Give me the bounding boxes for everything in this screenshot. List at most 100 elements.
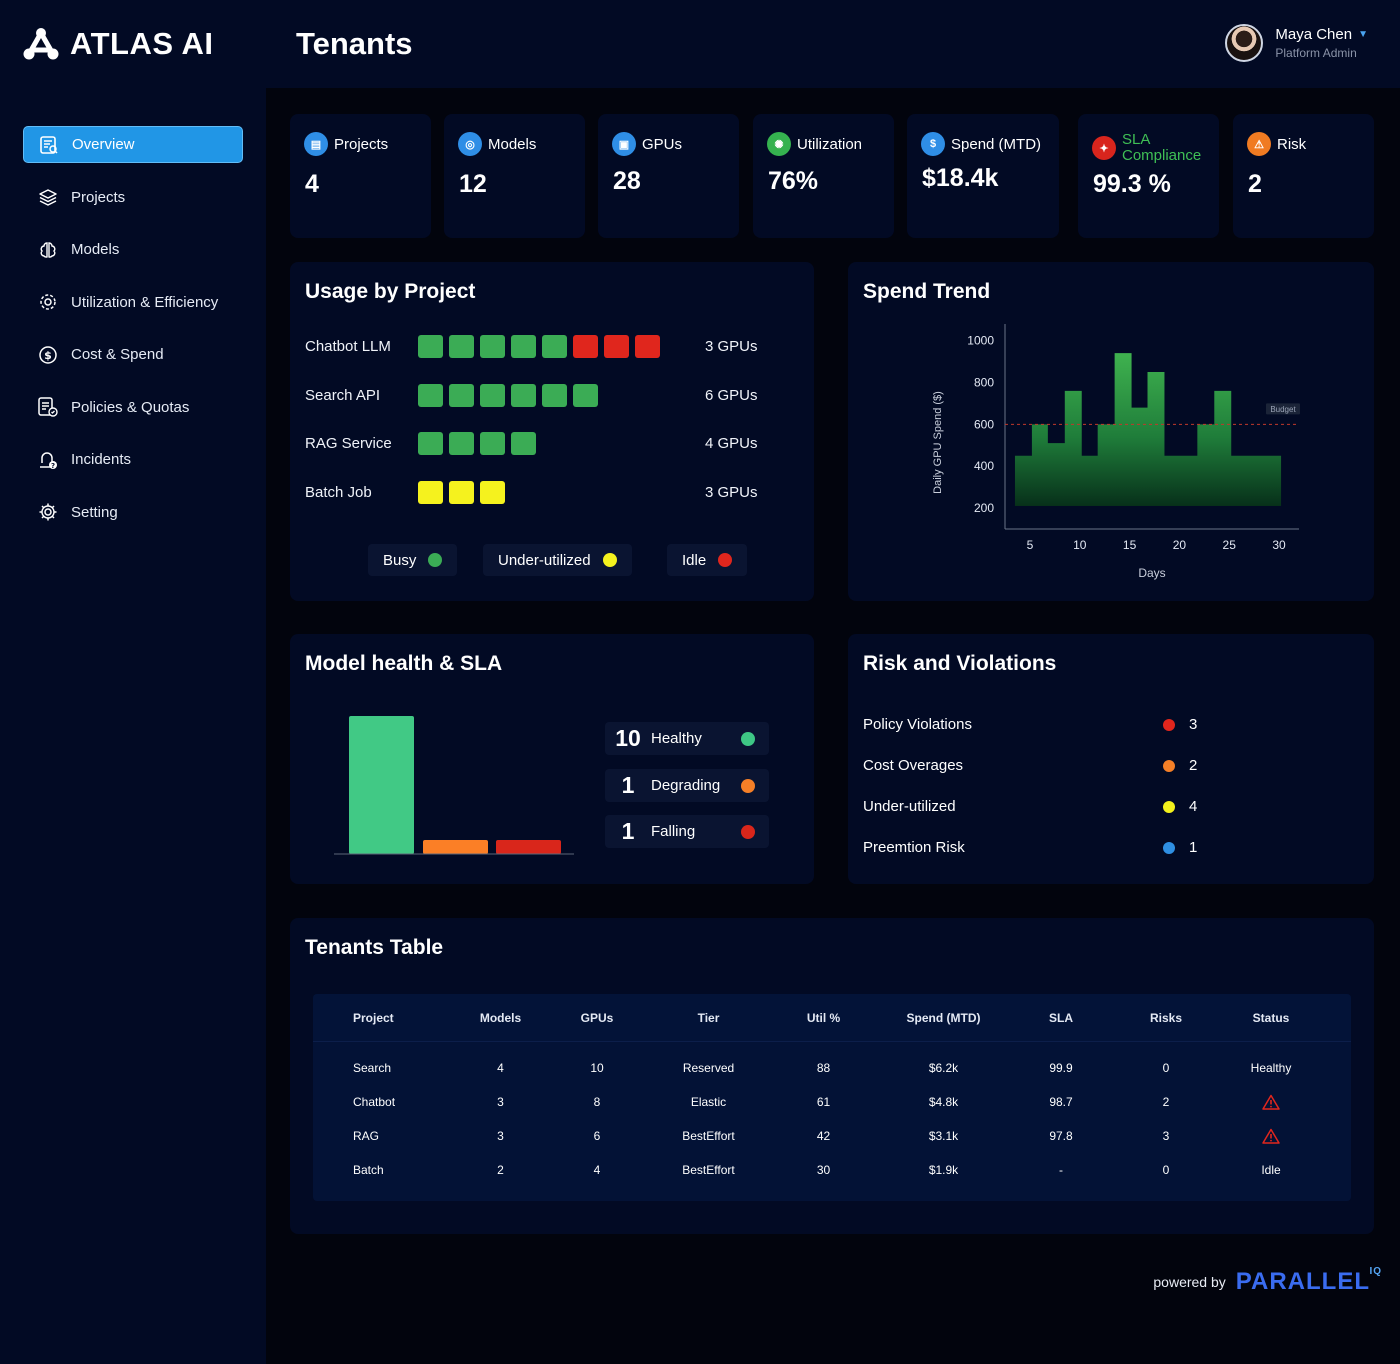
sidebar-item-incidents[interactable]: ? Incidents — [23, 441, 243, 478]
sidebar-item-projects[interactable]: Projects — [23, 179, 243, 216]
x-axis-label: Days — [1138, 566, 1165, 580]
risk-row-preemption[interactable]: Preemtion Risk 1 — [863, 839, 1203, 856]
gpu-block-busy[interactable] — [511, 335, 536, 358]
health-bar[interactable] — [423, 840, 488, 854]
gpu-block-busy[interactable] — [480, 384, 505, 407]
gpu-block-busy[interactable] — [480, 432, 505, 455]
column-header[interactable]: Tier — [697, 1010, 720, 1025]
table-cell: $3.1k — [928, 1129, 959, 1143]
health-item-healthy[interactable]: 10 Healthy — [605, 722, 769, 755]
health-bar[interactable] — [496, 840, 561, 854]
brand-name: PARALLEL — [1235, 1268, 1370, 1295]
gpu-blocks — [418, 384, 705, 407]
column-header[interactable]: SLA — [1049, 1010, 1073, 1025]
user-menu[interactable]: Maya Chen ▼ Platform Admin — [1225, 24, 1368, 62]
legend-idle[interactable]: Idle — [667, 544, 748, 576]
gpu-block-busy[interactable] — [542, 335, 567, 358]
sidebar-item-utilization[interactable]: Utilization & Efficiency — [23, 284, 243, 321]
gpu-block-idle[interactable] — [604, 335, 629, 358]
dollar-circle-icon: $ — [37, 344, 59, 366]
health-item-degrading[interactable]: 1 Degrading — [605, 769, 769, 802]
risk-row-cost[interactable]: Cost Overages 2 — [863, 757, 1203, 774]
risk-row-under-utilized[interactable]: Under-utilized 4 — [863, 798, 1203, 815]
gpu-block-busy[interactable] — [449, 432, 474, 455]
legend-label: Busy — [383, 551, 417, 569]
sidebar-item-overview[interactable]: Overview — [23, 126, 243, 163]
gpu-block-busy[interactable] — [542, 384, 567, 407]
gpu-block-idle[interactable] — [635, 335, 660, 358]
table-cell: BestEffort — [682, 1129, 735, 1143]
table-row[interactable]: RAG 3 6 BestEffort 42 $3.1k 97.8 3 — [313, 1119, 1351, 1153]
gear-icon — [37, 501, 59, 523]
table-cell: $4.8k — [928, 1095, 959, 1109]
health-bar[interactable] — [349, 716, 414, 854]
gpu-block-under[interactable] — [449, 481, 474, 504]
health-item-falling[interactable]: 1 Falling — [605, 815, 769, 848]
sidebar-item-label: Cost & Spend — [71, 346, 164, 363]
table-row[interactable]: Search 4 10 Reserved 88 $6.2k 99.9 0 Healthy — [313, 1051, 1351, 1085]
stat-card-sla[interactable]: ✦ SLA Compliance 99.3 % — [1078, 114, 1219, 238]
sidebar-item-policies[interactable]: Policies & Quotas — [23, 389, 243, 426]
table-cell: 42 — [816, 1129, 831, 1143]
stat-card-models[interactable]: ◎ Models 12 — [444, 114, 585, 238]
gpu-block-busy[interactable] — [449, 335, 474, 358]
stat-card-utilization[interactable]: ✺ Utilization 76% — [753, 114, 894, 238]
gpu-block-busy[interactable] — [418, 384, 443, 407]
column-header[interactable]: Spend (MTD) — [906, 1010, 981, 1025]
gpu-block-busy[interactable] — [418, 335, 443, 358]
gpu-block-busy[interactable] — [449, 384, 474, 407]
column-header[interactable]: Status — [1252, 1010, 1290, 1025]
risk-violations-card: Risk and Violations Policy Violations 3 … — [848, 634, 1374, 884]
usage-row[interactable]: RAG Service 4 GPUs — [305, 432, 758, 455]
dollar-icon: $ — [921, 132, 945, 156]
stat-card-gpus[interactable]: ▣ GPUs 28 — [598, 114, 739, 238]
column-header[interactable]: Risks — [1149, 1010, 1183, 1025]
legend-busy[interactable]: Busy — [368, 544, 458, 576]
table-row[interactable]: Chatbot 3 8 Elastic 61 $4.8k 98.7 2 — [313, 1085, 1351, 1119]
sidebar-item-setting[interactable]: Setting — [23, 494, 243, 531]
y-tick-label: 200 — [974, 501, 994, 515]
usage-row[interactable]: Search API 6 GPUs — [305, 384, 758, 407]
table-cell: Elastic — [690, 1095, 727, 1109]
stat-card-projects[interactable]: ▤ Projects 4 — [290, 114, 431, 238]
gpu-block-busy[interactable] — [480, 335, 505, 358]
table-row[interactable]: Batch 2 4 BestEffort 30 $1.9k - 0 Idle — [313, 1153, 1351, 1187]
sidebar-nav: Overview Projects Models Utilization & E… — [23, 126, 243, 546]
gpu-block-idle[interactable] — [573, 335, 598, 358]
risk-label: Policy Violations — [863, 716, 972, 733]
usage-row[interactable]: Batch Job 3 GPUs — [305, 481, 758, 504]
gpu-block-busy[interactable] — [418, 432, 443, 455]
avatar[interactable] — [1225, 24, 1264, 62]
brand-logo[interactable]: PARALLEL IQ — [1235, 1266, 1381, 1296]
sidebar-item-label: Setting — [71, 503, 118, 521]
y-axis-label: Daily GPU Spend ($) — [932, 391, 944, 494]
table-cell: 2 — [497, 1163, 504, 1177]
logo[interactable]: ATLAS AI — [22, 26, 214, 62]
risk-row-policy[interactable]: Policy Violations 3 — [863, 716, 1203, 733]
gpu-block-under[interactable] — [480, 481, 505, 504]
column-header[interactable]: GPUs — [580, 1010, 614, 1025]
gpu-block-busy[interactable] — [511, 432, 536, 455]
health-label: Falling — [651, 823, 696, 840]
gpu-block-under[interactable] — [418, 481, 443, 504]
column-header[interactable]: Project — [353, 1010, 394, 1025]
chevron-down-icon[interactable]: ▼ — [1358, 29, 1368, 40]
x-tick-label: 10 — [1073, 538, 1087, 552]
column-header[interactable]: Util % — [806, 1010, 841, 1025]
table-cell: 30 — [816, 1163, 831, 1177]
gpu-block-busy[interactable] — [511, 384, 536, 407]
stat-card-risk[interactable]: ⚠ Risk 2 — [1233, 114, 1374, 238]
gpu-icon: ▣ — [612, 132, 636, 156]
stat-card-spend[interactable]: $ Spend (MTD) $18.4k — [907, 114, 1059, 238]
legend-under-utilized[interactable]: Under-utilized — [483, 544, 632, 576]
sidebar-item-cost[interactable]: $ Cost & Spend — [23, 336, 243, 373]
tenants-table-card: Tenants Table Project Models GPUs Tier U… — [290, 918, 1374, 1234]
stat-value: 76% — [768, 167, 819, 195]
table-cell: 2 — [1162, 1095, 1170, 1109]
x-tick-label: 15 — [1123, 538, 1137, 552]
column-header[interactable]: Models — [479, 1010, 522, 1025]
header: Tenants Maya Chen ▼ Platform Admin — [266, 0, 1400, 88]
sidebar-item-models[interactable]: Models — [23, 231, 243, 268]
usage-row[interactable]: Chatbot LLM 3 GPUs — [305, 335, 758, 358]
gpu-block-busy[interactable] — [573, 384, 598, 407]
